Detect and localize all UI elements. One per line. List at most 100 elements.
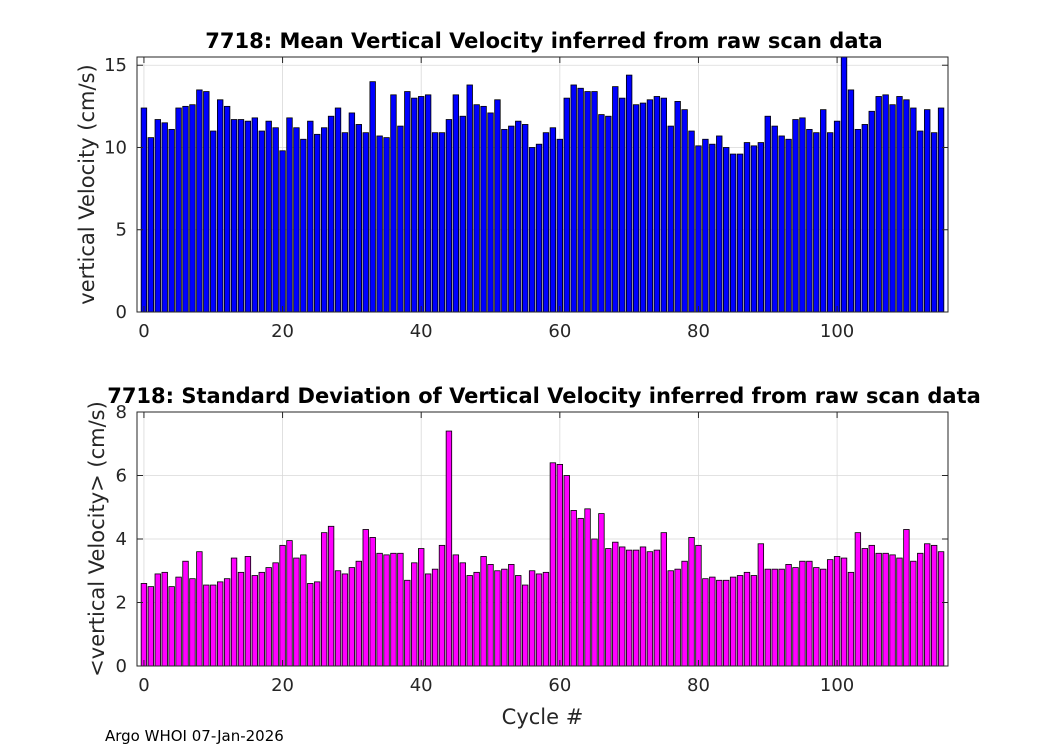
bar xyxy=(556,138,564,313)
bar xyxy=(639,546,647,667)
bar xyxy=(445,430,453,667)
bar xyxy=(799,117,806,313)
bar xyxy=(265,120,272,313)
y-tick-label: 15 xyxy=(104,55,127,76)
bar xyxy=(820,568,827,667)
bar xyxy=(237,571,245,667)
bar xyxy=(646,99,654,313)
bar xyxy=(203,91,210,313)
bar xyxy=(937,551,945,667)
bar xyxy=(854,128,862,313)
bar xyxy=(889,554,896,667)
bar xyxy=(494,99,501,313)
bar xyxy=(688,537,695,667)
bar xyxy=(362,529,369,667)
bar xyxy=(175,576,182,667)
bar xyxy=(653,96,661,313)
y-tick-label: 4 xyxy=(116,529,127,550)
bar xyxy=(702,578,709,667)
chart-title: 7718: Mean Vertical Velocity inferred fr… xyxy=(205,29,882,53)
y-tick-label: 6 xyxy=(116,466,127,487)
bar xyxy=(355,560,362,667)
bar xyxy=(535,143,543,313)
bar xyxy=(487,564,494,667)
bar xyxy=(535,573,543,667)
bar xyxy=(806,128,813,313)
bar xyxy=(272,562,279,667)
bar xyxy=(508,125,515,313)
bar xyxy=(625,549,633,667)
bar xyxy=(903,529,910,667)
x-tick-label: 40 xyxy=(410,321,433,342)
bar xyxy=(272,127,279,313)
bar xyxy=(431,568,439,667)
bar xyxy=(889,104,896,313)
bar xyxy=(743,142,751,313)
x-tick-label: 0 xyxy=(138,321,149,342)
bar xyxy=(792,119,799,313)
bar xyxy=(161,571,168,667)
bar xyxy=(411,562,418,667)
y-tick-label: 8 xyxy=(116,402,127,423)
bar xyxy=(487,112,494,313)
y-tick-label: 0 xyxy=(116,656,127,677)
bar xyxy=(251,117,259,313)
bar xyxy=(404,579,411,667)
x-tick-label: 100 xyxy=(820,321,854,342)
bar xyxy=(327,525,335,667)
bar xyxy=(223,105,231,313)
bar xyxy=(619,546,626,667)
bar xyxy=(175,107,182,313)
x-tick-label: 40 xyxy=(410,675,433,696)
bar xyxy=(764,115,771,313)
bar xyxy=(161,122,168,313)
bar xyxy=(223,578,231,667)
bar xyxy=(473,104,480,313)
bar xyxy=(910,560,917,667)
bar xyxy=(369,537,376,667)
bar xyxy=(695,145,702,313)
bar xyxy=(501,128,508,313)
bar xyxy=(376,552,383,667)
bar xyxy=(736,575,744,667)
bar xyxy=(632,549,640,667)
bar xyxy=(847,571,855,667)
bar xyxy=(182,105,189,313)
bar xyxy=(674,101,681,313)
bar xyxy=(438,544,446,667)
bar xyxy=(917,552,924,667)
bar xyxy=(327,115,335,313)
bar xyxy=(397,552,404,667)
bar xyxy=(612,541,619,667)
bar xyxy=(189,578,196,667)
bar xyxy=(279,544,286,667)
bar xyxy=(646,551,654,667)
bar xyxy=(612,86,619,313)
bar xyxy=(424,573,432,667)
bar xyxy=(820,109,827,313)
bar xyxy=(300,554,307,667)
bar xyxy=(307,120,314,313)
bar xyxy=(355,124,362,313)
bar xyxy=(140,583,148,667)
bar xyxy=(334,107,342,313)
bar xyxy=(314,133,321,313)
bar xyxy=(154,573,161,667)
bar xyxy=(556,463,564,667)
bar xyxy=(341,573,349,667)
bar xyxy=(757,142,765,313)
bar xyxy=(716,135,723,313)
bar xyxy=(577,517,584,667)
bar xyxy=(584,91,591,313)
x-tick-label: 0 xyxy=(138,675,149,696)
bar xyxy=(383,137,390,313)
y-tick-label: 10 xyxy=(104,137,127,158)
bar xyxy=(265,567,272,667)
bar xyxy=(625,74,633,313)
bar xyxy=(501,568,508,667)
bar xyxy=(230,119,238,313)
bar xyxy=(168,128,175,313)
x-tick-label: 20 xyxy=(271,675,294,696)
bar xyxy=(598,114,605,313)
bar xyxy=(244,556,252,667)
